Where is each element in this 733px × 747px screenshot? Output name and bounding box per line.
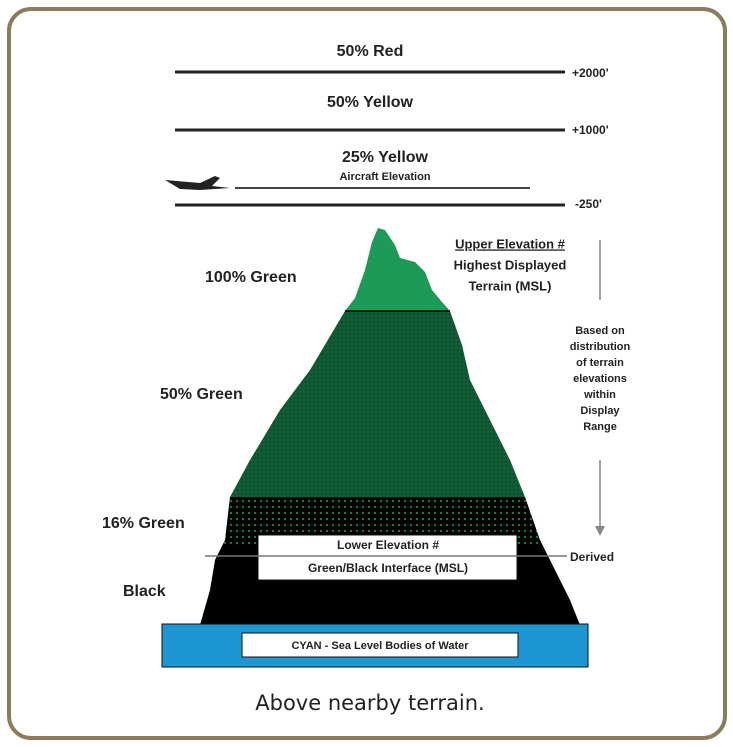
basis-label: Range [583, 421, 617, 433]
band-label: Black [123, 583, 166, 600]
level-offset: -250' [575, 197, 602, 211]
level-label: 25% Yellow [342, 149, 429, 166]
water-label: CYAN - Sea Level Bodies of Water [291, 640, 469, 652]
basis-label: distribution [570, 341, 631, 353]
basis-label: Display [580, 405, 620, 417]
band-label: 50% Green [160, 386, 243, 403]
band-label: 16% Green [102, 515, 185, 532]
lower-label: Lower Elevation # [337, 538, 439, 552]
band-label: 100% Green [205, 269, 297, 286]
basis-label: of terrain [576, 357, 624, 369]
level-offset: +2000' [572, 66, 609, 80]
basis-label: within [583, 389, 616, 401]
derived-label: Derived [570, 550, 614, 564]
level-sublabel: Aircraft Elevation [339, 171, 430, 183]
lower-label: Green/Black Interface (MSL) [308, 561, 468, 575]
level-label: 50% Red [337, 43, 404, 60]
upper-label: Terrain (MSL) [469, 278, 552, 293]
diagram: 50% Red +2000' 50% Yellow +1000' 25% Yel… [0, 0, 733, 747]
upper-label: Highest Displayed [454, 257, 567, 272]
level-label: 50% Yellow [327, 94, 414, 111]
caption: Above nearby terrain. [255, 691, 484, 715]
level-offset: +1000' [572, 123, 609, 137]
basis-label: elevations [573, 373, 627, 385]
basis-label: Based on [575, 325, 625, 337]
upper-label: Upper Elevation # [455, 236, 566, 251]
